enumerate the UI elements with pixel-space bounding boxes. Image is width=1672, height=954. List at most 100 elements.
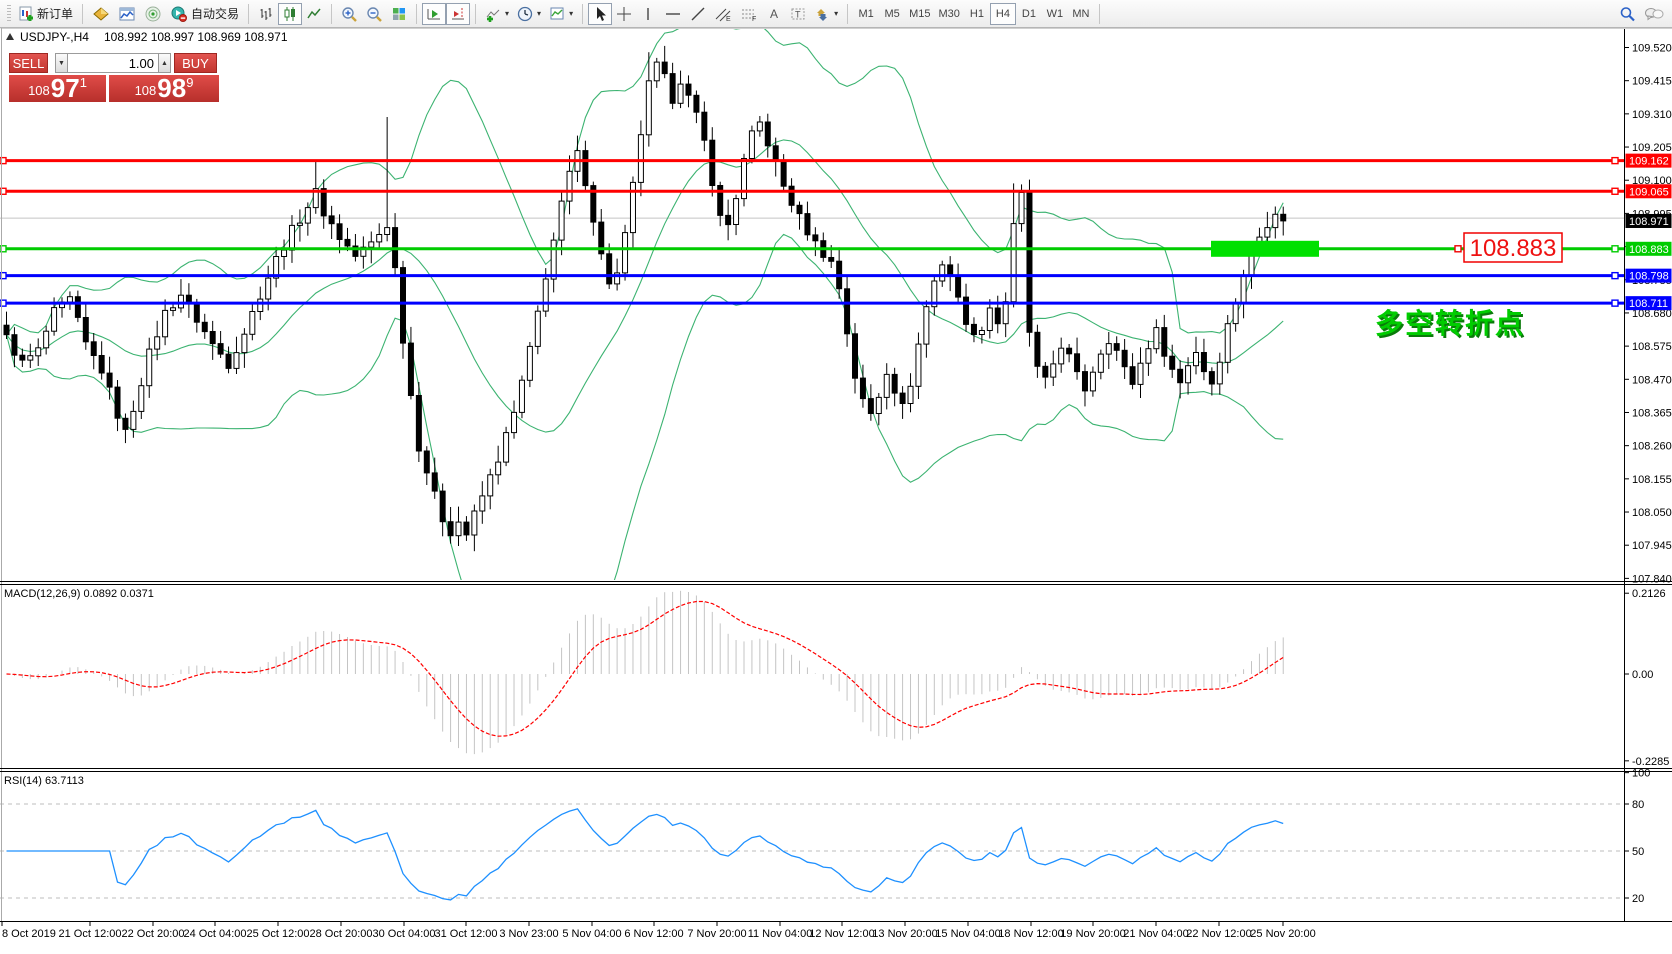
price-badge-109.065 <box>1625 184 1672 199</box>
buy-price-big: 98 <box>157 73 187 103</box>
tile-windows-icon <box>393 7 406 20</box>
buy-price-prefix: 108 <box>134 83 157 98</box>
channel-tool-button[interactable]: E <box>710 3 736 25</box>
svg-text:5 Nov 04:00: 5 Nov 04:00 <box>562 928 621 940</box>
zoom-in-button[interactable] <box>337 3 362 25</box>
timeframe-h1-button[interactable]: H1 <box>964 3 990 25</box>
vertical-line-tool-button[interactable] <box>636 3 660 25</box>
sell-button[interactable]: SELL <box>9 53 48 73</box>
horizontal-line-tool-button[interactable] <box>660 3 686 25</box>
new-order-icon <box>19 6 33 21</box>
indicators-button[interactable]: ▾ <box>481 3 513 25</box>
sell-price-display[interactable]: 108 97 1 <box>9 75 106 102</box>
toolbar-separator <box>248 3 250 24</box>
volume-increase-button[interactable]: ▲ <box>158 53 171 73</box>
toolbar-separator <box>82 3 84 24</box>
price-badge-108.711 <box>1625 296 1672 311</box>
svg-text:13 Nov 20:00: 13 Nov 20:00 <box>872 928 937 940</box>
svg-text:24 Oct 04:00: 24 Oct 04:00 <box>184 928 247 940</box>
volume-input[interactable] <box>68 53 158 73</box>
candlestick-mode-button[interactable] <box>278 2 303 25</box>
timeframe-m30-button[interactable]: M30 <box>935 3 964 25</box>
trendline-tool-button[interactable] <box>686 3 710 25</box>
charts-button[interactable] <box>114 3 140 25</box>
buy-button[interactable]: BUY <box>174 53 217 73</box>
timeframe-w1-button[interactable]: W1 <box>1042 3 1068 25</box>
svg-text:31 Oct 12:00: 31 Oct 12:00 <box>435 928 498 940</box>
svg-text:109.415: 109.415 <box>1632 76 1672 88</box>
buy-price-display[interactable]: 108 98 9 <box>109 75 219 102</box>
timeframe-m5-button[interactable]: M5 <box>879 3 905 25</box>
search-button[interactable] <box>1615 3 1640 25</box>
chart-title-ohlc: 108.992 108.997 108.969 108.971 <box>104 30 288 44</box>
volume-decrease-button[interactable]: ▼ <box>55 53 68 73</box>
svg-text:109.310: 109.310 <box>1632 109 1672 121</box>
price-badge-108.971 <box>1625 213 1672 228</box>
arrows-tool-button[interactable]: ▾ <box>810 3 842 25</box>
svg-text:12 Nov 12:00: 12 Nov 12:00 <box>809 928 874 940</box>
timeframe-m15-button[interactable]: M15 <box>905 3 934 25</box>
price-alert-label[interactable]: 108.883 <box>1463 232 1563 263</box>
chart-shift-button[interactable] <box>446 2 471 25</box>
text-label-tool-button[interactable]: T <box>786 3 810 25</box>
zoom-out-button[interactable] <box>362 3 387 25</box>
triangle-down-icon: ▼ <box>58 59 65 67</box>
annotation-shadow: 多空转折点 <box>1377 309 1527 341</box>
market-watch-button[interactable] <box>88 3 114 25</box>
annotation-text[interactable]: 多空转折点 <box>1375 307 1525 339</box>
svg-text:7 Nov 20:00: 7 Nov 20:00 <box>687 928 746 940</box>
auto-trading-button[interactable]: 自动交易 <box>166 3 243 25</box>
add-indicator-icon <box>486 9 500 22</box>
horizontal-line-icon <box>666 12 681 15</box>
svg-text:108.050: 108.050 <box>1632 507 1672 519</box>
bar-chart-mode-button[interactable] <box>254 3 278 25</box>
templates-button[interactable]: ▾ <box>545 3 577 25</box>
text-tool-button[interactable]: A <box>762 3 786 25</box>
timeframe-m1-button[interactable]: M1 <box>853 3 879 25</box>
timeframes-menu-button[interactable]: ▾ <box>513 3 545 25</box>
zoom-out-icon <box>367 6 382 22</box>
market-watch-icon <box>93 6 109 21</box>
strategy-tester-button[interactable] <box>140 3 166 25</box>
highlight-rectangle[interactable] <box>1211 240 1319 257</box>
chart-canvas[interactable]: 109.520 109.415 109.310 109.205 109.100 108.9… <box>0 28 1672 949</box>
fibonacci-tool-button[interactable]: F <box>736 3 762 25</box>
timeframe-mn-button[interactable]: MN <box>1068 3 1094 25</box>
auto-scroll-button[interactable] <box>422 2 447 25</box>
macd-signal-line <box>6 600 1284 737</box>
time-axis[interactable]: 8 Oct 2019 21 Oct 12:00 22 Oct 20:00 24 Oct… <box>0 921 1672 941</box>
price-axis[interactable]: 109.520 109.415 109.310 109.205 109.100 108.9… <box>1624 28 1672 921</box>
price-badge-108.798 <box>1625 268 1672 283</box>
text-label-icon: T <box>791 8 805 19</box>
collapse-toggle-icon[interactable] <box>6 33 14 40</box>
template-icon <box>550 7 564 19</box>
macd-panel <box>6 590 1284 755</box>
bollinger-band <box>6 29 1284 336</box>
rsi-label: RSI(14) 63.7113 <box>4 775 84 787</box>
line-chart-mode-button[interactable] <box>302 3 326 25</box>
crosshair-tool-button[interactable] <box>612 3 636 25</box>
rsi-panel <box>0 803 1624 901</box>
svg-text:109.100: 109.100 <box>1632 175 1672 187</box>
svg-text:108.470: 108.470 <box>1632 374 1672 386</box>
chart-title-symbol: USDJPY-,H4 <box>20 30 89 44</box>
new-order-button[interactable]: 新订单 <box>14 3 77 25</box>
svg-text:19 Nov 20:00: 19 Nov 20:00 <box>1060 928 1125 940</box>
cursor-tool-button[interactable] <box>588 2 613 25</box>
sell-price-prefix: 108 <box>28 83 50 98</box>
toolbar-separator <box>847 3 849 24</box>
timeframe-h4-button[interactable]: H4 <box>989 2 1016 25</box>
bollinger-band <box>5 233 1284 580</box>
timeframe-d1-button[interactable]: D1 <box>1016 3 1042 25</box>
main-toolbar: 新订单 自动交易 ▾ ▾ <box>0 0 1672 28</box>
chat-button[interactable] <box>1640 3 1668 25</box>
triangle-up-icon: ▲ <box>161 59 168 67</box>
svg-text:0.2126: 0.2126 <box>1632 588 1666 600</box>
svg-text:109.065: 109.065 <box>1629 186 1669 198</box>
tile-windows-button[interactable] <box>387 3 411 25</box>
svg-text:108.680: 108.680 <box>1632 308 1672 320</box>
auto-trading-icon <box>171 6 188 22</box>
toolbar-separator <box>1098 3 1100 24</box>
svg-text:F: F <box>752 16 756 22</box>
svg-text:3 Nov 23:00: 3 Nov 23:00 <box>499 928 558 940</box>
